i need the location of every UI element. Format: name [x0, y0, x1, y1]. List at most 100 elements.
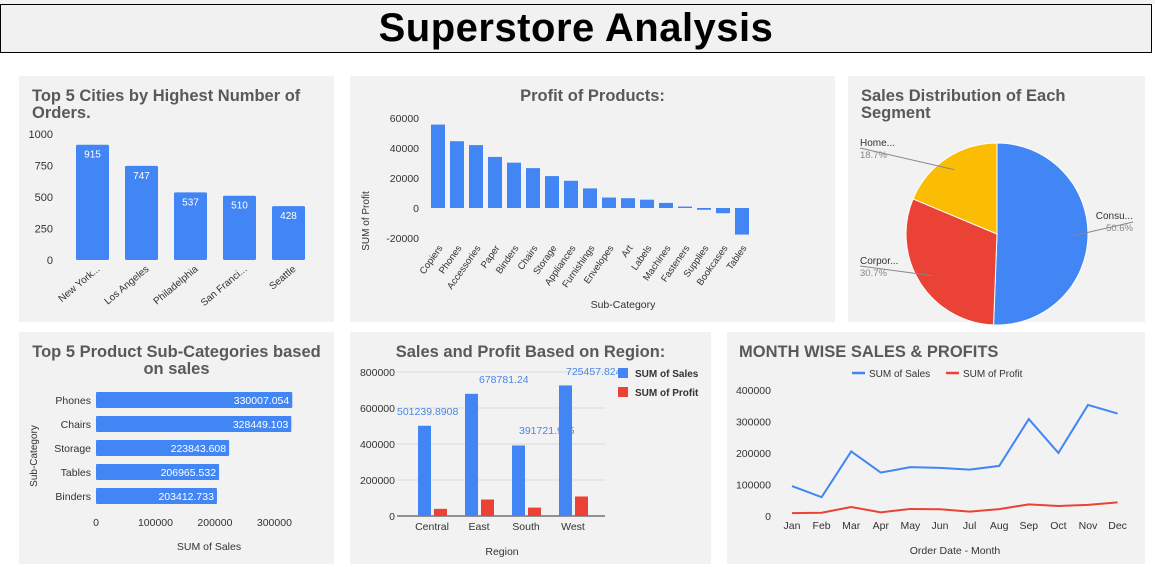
subcat-chart-title: Top 5 Product Sub-Categories based on sa…: [32, 343, 321, 378]
x-tick-label: Mar: [842, 520, 861, 532]
sheet-gridlines: [0, 0, 1155, 4]
bar-sales-South: [512, 445, 525, 516]
data-label: 206965.532: [161, 467, 217, 479]
y-tick-label: 600000: [360, 403, 395, 415]
bar-Binders: [96, 488, 217, 504]
y-tick-label: 750: [35, 161, 53, 173]
pie-pct-label: 50.6%: [1106, 223, 1133, 234]
dashboard-banner: Superstore Analysis: [0, 4, 1152, 53]
bar-Philadelphia: [174, 192, 207, 260]
pie-pct-label: 30.7%: [860, 268, 887, 279]
monthly-chart-panel[interactable]: MONTH WISE SALES & PROFITS 0 100000 200000…: [727, 332, 1145, 564]
x-tick-label: Sep: [1019, 520, 1038, 532]
segment-chart-panel[interactable]: Sales Distribution of Each Segment Consu…: [848, 76, 1145, 326]
bar-Storage: [545, 176, 559, 208]
x-tick-label: 300000: [257, 517, 292, 529]
x-tick-label: Apr: [873, 520, 890, 532]
pie-label: Corpor...: [860, 256, 898, 267]
data-label: 223843.608: [171, 443, 227, 455]
x-tick-label: Central: [415, 521, 449, 533]
y-tick-label: 0: [413, 203, 419, 215]
bar-New York...: [76, 144, 109, 260]
pie-label: Consu...: [1096, 211, 1133, 222]
data-label: 725457.8245: [566, 366, 627, 378]
bar-San Franci...: [223, 195, 256, 260]
data-label: 510: [231, 201, 248, 212]
page-title: Superstore Analysis: [378, 6, 774, 50]
bar-Copiers: [431, 124, 445, 208]
x-axis-title: Sub-Category: [591, 299, 657, 311]
y-tick-label: 40000: [390, 143, 419, 155]
x-tick-label: Jul: [963, 520, 976, 532]
bar-Phones: [96, 392, 293, 408]
region-chart: 0 200000 400000 600000 800000 Central 501239.8…: [360, 366, 699, 558]
y-axis-title: Sub-Category: [29, 425, 40, 487]
data-label: 747: [133, 171, 150, 182]
bar-Phones: [450, 141, 464, 208]
bar-Labels: [640, 199, 654, 208]
y-tick-label: Binders: [55, 491, 91, 503]
region-chart-panel[interactable]: Sales and Profit Based on Region: 0 20000…: [350, 332, 711, 564]
data-label: 915: [84, 150, 101, 161]
bar-profit-Central: [434, 508, 447, 516]
legend-swatch: [618, 387, 628, 397]
bar-Chairs: [96, 416, 292, 432]
y-tick-label: 1000: [29, 129, 53, 141]
region-chart-title: Sales and Profit Based on Region:: [395, 343, 666, 361]
bar-Binders: [507, 162, 521, 208]
bar-Seattle: [272, 206, 305, 260]
y-tick-label: 20000: [390, 173, 419, 185]
bar-Chairs: [526, 168, 540, 208]
x-tick-label: 0: [93, 517, 99, 529]
bar-Los Angeles: [125, 165, 158, 260]
bar-Machines: [659, 202, 673, 208]
x-tick-label: 100000: [138, 517, 173, 529]
subcat-chart-panel[interactable]: Top 5 Product Sub-Categories based on sa…: [19, 332, 334, 564]
bar-profit-East: [481, 499, 494, 516]
bar-Tables: [96, 464, 220, 480]
x-tick-label: San Franci...: [199, 264, 250, 309]
products-chart-panel[interactable]: Profit of Products: -20000 0 20000 40000 600…: [350, 76, 835, 322]
data-label: 330007.054: [234, 395, 290, 407]
bar-Tables: [735, 208, 749, 235]
legend-label: SUM of Sales: [869, 369, 930, 380]
bar-Furnishings: [583, 188, 597, 208]
data-label: 428: [280, 211, 297, 222]
y-tick-label: 300000: [736, 417, 771, 429]
x-tick-label: Aug: [990, 520, 1009, 532]
x-tick-label: Philadelphia: [152, 264, 201, 308]
bar-Fasteners: [678, 206, 692, 208]
pie-slice-Corpor...: [905, 198, 998, 326]
x-tick-label: Jun: [932, 520, 949, 532]
x-tick-label: Tables: [725, 243, 750, 272]
bar-Art: [621, 198, 635, 208]
segment-chart: Consu...50.6% Corpor...30.7% Home...18.7%: [859, 138, 1134, 326]
y-tick-label: 100000: [736, 480, 771, 492]
cities-chart-panel[interactable]: Top 5 Cities by Highest Number of Orders…: [19, 76, 334, 322]
x-tick-label: Nov: [1079, 520, 1098, 532]
pie-label: Home...: [860, 138, 895, 149]
y-tick-label: 250: [35, 224, 53, 236]
y-tick-label: 0: [47, 255, 53, 267]
x-tick-label: East: [468, 521, 489, 533]
monthly-chart: 0 100000 200000 300000 400000 Jan Feb Mar Apr May…: [736, 369, 1127, 557]
products-chart-title: Profit of Products:: [520, 87, 665, 105]
legend-label: SUM of Profit: [635, 388, 699, 399]
data-label: 203412.733: [158, 491, 214, 503]
cities-chart-title: Top 5 Cities by Highest Number of Orders…: [32, 87, 301, 122]
bar-profit-South: [528, 507, 541, 516]
x-tick-label: May: [900, 520, 921, 532]
bar-sales-Central: [418, 425, 431, 516]
data-label: 501239.8908: [397, 406, 458, 418]
y-tick-label: 200000: [360, 475, 395, 487]
data-label: 678781.24: [479, 374, 529, 386]
x-axis-title: SUM of Sales: [177, 541, 241, 553]
pie-leader-line: [859, 147, 955, 171]
segment-chart-title: Sales Distribution of Each Segment: [861, 87, 1066, 122]
y-tick-label: 400000: [360, 439, 395, 451]
x-tick-label: Seattle: [268, 264, 299, 293]
x-tick-label: Feb: [813, 520, 831, 532]
y-tick-label: 200000: [736, 448, 771, 460]
x-tick-label: Jan: [784, 520, 801, 532]
legend-label: SUM of Profit: [963, 369, 1023, 380]
